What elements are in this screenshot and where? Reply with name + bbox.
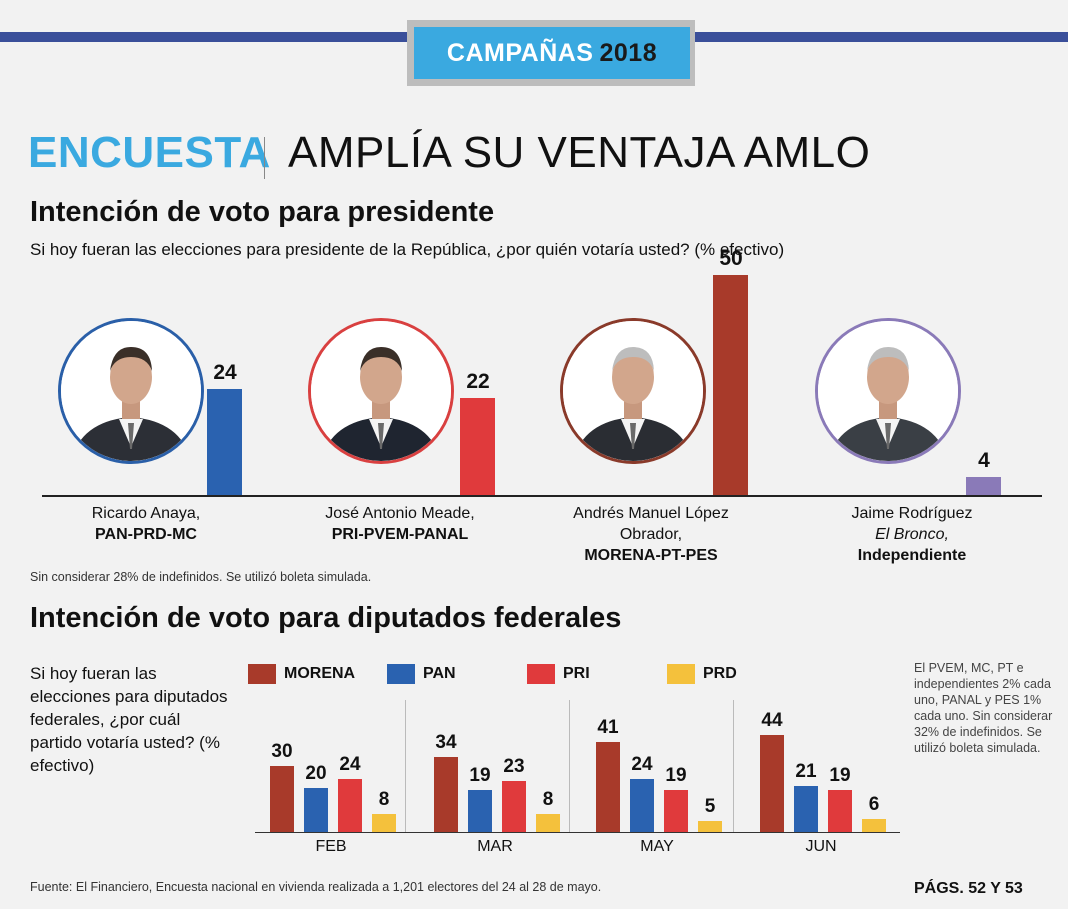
deputies-bar	[372, 814, 396, 832]
month-label: MAY	[640, 838, 674, 855]
deputies-bar-value: 44	[761, 710, 783, 731]
president-bar-value: 24	[213, 361, 237, 384]
deputies-bar-value: 19	[665, 765, 687, 786]
deputies-bar-value: 19	[829, 765, 851, 786]
candidate-photo	[308, 318, 454, 464]
candidate-party: MORENA-PT-PES	[584, 547, 718, 564]
legend-label: PRD	[703, 665, 737, 682]
deputies-bar-value: 24	[631, 754, 653, 775]
deputies-bar	[698, 821, 722, 832]
deputies-bar-value: 5	[704, 796, 716, 817]
candidate-label: Jaime Rodríguez El Bronco, Independiente	[802, 503, 1022, 566]
deputies-bar	[536, 814, 560, 832]
deputies-section-title: Intención de voto para diputados federal…	[30, 602, 622, 634]
deputies-bar	[760, 735, 784, 832]
deputies-bar-value: 30	[271, 741, 293, 762]
headline: AMPLÍA SU VENTAJA AMLO	[288, 128, 871, 177]
deputies-bar-value: 34	[435, 732, 457, 753]
deputies-bar	[862, 819, 886, 832]
month-separator	[405, 700, 406, 832]
legend-label: PRI	[563, 665, 590, 682]
legend-swatch	[387, 664, 415, 684]
candidate-name-line: Ricardo Anaya,	[91, 505, 201, 522]
president-bar-value: 4	[978, 449, 990, 472]
president-section-title: Intención de voto para presidente	[30, 196, 495, 228]
candidate-name-line: José Antonio Meade,	[325, 505, 475, 522]
candidate-name-line: Andrés Manuel López	[573, 505, 729, 522]
candidate-party: PAN-PRD-MC	[95, 526, 197, 543]
deputies-question: Si hoy fueran las elecciones para diputa…	[30, 664, 228, 775]
deputies-bar	[502, 781, 526, 832]
deputies-bar	[304, 788, 328, 832]
month-label: FEB	[315, 838, 347, 855]
source-note: Fuente: El Financiero, Encuesta nacional…	[30, 880, 602, 894]
president-bar	[713, 275, 748, 495]
candidate-name-line: El Bronco,	[875, 526, 949, 543]
month-label: MAR	[477, 838, 513, 855]
deputies-bar	[468, 790, 492, 832]
page-reference: PÁGS. 52 Y 53	[914, 880, 1023, 897]
candidate-photo	[815, 318, 961, 464]
deputies-bar-value: 8	[378, 789, 390, 810]
deputies-bar	[434, 757, 458, 832]
deputies-bar	[630, 779, 654, 832]
candidate-party: Independiente	[857, 547, 967, 564]
candidate-name-line: Jaime Rodríguez	[851, 505, 973, 522]
month-separator	[569, 700, 570, 832]
deputies-bar-value: 24	[339, 754, 361, 775]
month-separator	[733, 700, 734, 832]
header-divider	[264, 137, 265, 179]
president-bar	[207, 389, 242, 495]
month-label: JUN	[805, 838, 837, 855]
candidate-party: PRI-PVEM-PANAL	[331, 526, 469, 543]
legend-swatch	[527, 664, 555, 684]
deputies-bar	[794, 786, 818, 832]
banner-year: 2018	[599, 38, 658, 67]
president-bar-value: 50	[719, 247, 743, 270]
legend-swatch	[667, 664, 695, 684]
deputies-bar	[828, 790, 852, 832]
candidate-photo	[58, 318, 204, 464]
deputies-bar-value: 21	[795, 761, 817, 782]
deputies-bar-value: 19	[469, 765, 491, 786]
president-bar	[966, 477, 1001, 495]
deputies-bar	[596, 742, 620, 832]
deputies-bar-value: 8	[542, 789, 554, 810]
deputies-bar	[664, 790, 688, 832]
deputies-bar-value: 23	[503, 756, 525, 777]
deputies-note: El PVEM, MC, PT e independientes 2% cada…	[914, 661, 1053, 755]
deputies-bar-value: 6	[868, 794, 880, 815]
deputies-bar	[338, 779, 362, 832]
candidate-name-line: Obrador,	[619, 526, 683, 543]
candidate-label: Ricardo Anaya, PAN-PRD-MC	[36, 503, 256, 545]
deputies-chart-baseline	[255, 832, 900, 833]
deputies-bar-value: 20	[305, 763, 327, 784]
legend-label: MORENA	[284, 665, 356, 682]
legend-swatch	[248, 664, 276, 684]
legend-label: PAN	[423, 665, 456, 682]
candidate-label: Andrés Manuel López Obrador, MORENA-PT-PES	[541, 503, 761, 566]
deputies-bar-value: 41	[597, 717, 619, 738]
president-bar	[460, 398, 495, 495]
deputies-bar	[270, 766, 294, 832]
president-question: Si hoy fueran las elecciones para presid…	[30, 240, 785, 259]
president-chart-baseline	[42, 495, 1042, 497]
candidate-label: José Antonio Meade, PRI-PVEM-PANAL	[290, 503, 510, 545]
campaign-banner: CAMPAÑAS 2018	[414, 27, 690, 79]
president-note: Sin considerar 28% de indefinidos. Se ut…	[30, 570, 372, 584]
banner-label: CAMPAÑAS	[446, 38, 594, 67]
header-kicker: ENCUESTA	[28, 128, 271, 177]
president-bar-value: 22	[466, 370, 490, 393]
candidate-photo	[560, 318, 706, 464]
